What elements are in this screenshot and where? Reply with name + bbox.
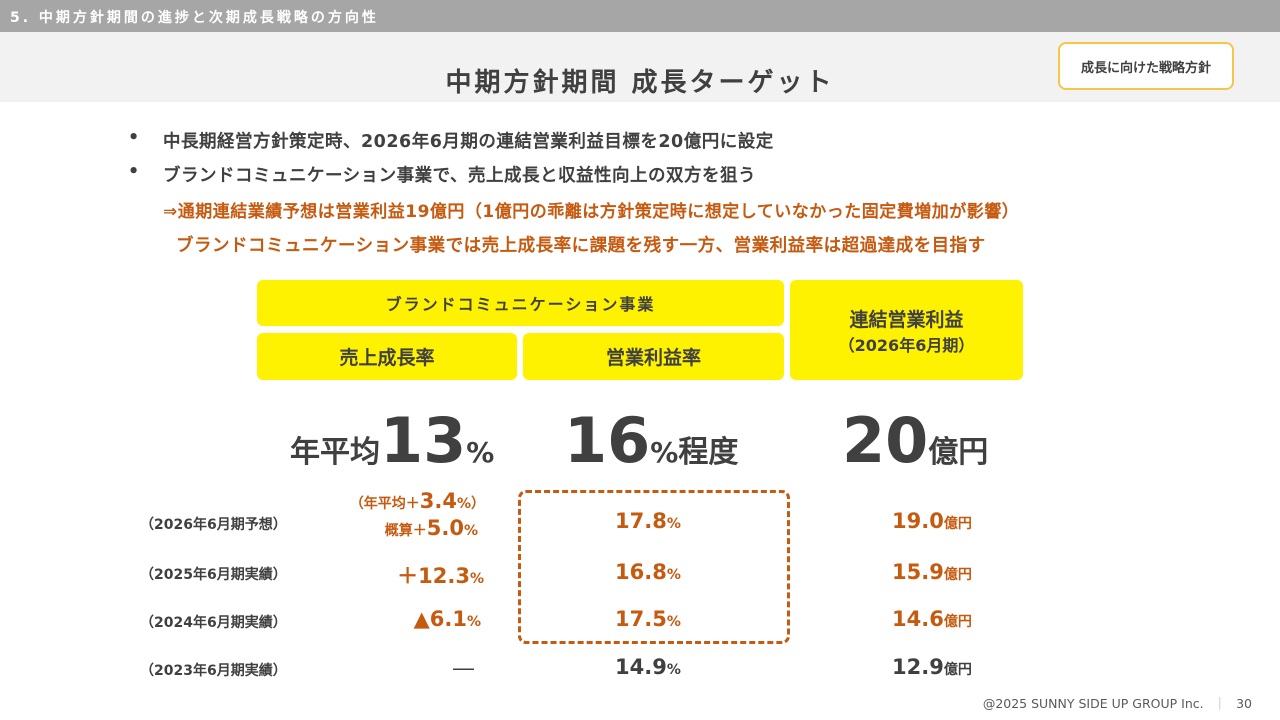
row-label-2025: （2025年6月期実績） <box>140 567 287 583</box>
sales-growth-header: 売上成長率 <box>257 333 517 380</box>
consolidated-header-line2: （2026年6月期） <box>838 335 975 355</box>
growth-2025: ＋12.3% <box>397 560 484 590</box>
target-value: 16 <box>564 404 651 477</box>
target-suffix: 程度 <box>678 435 739 470</box>
margin-unit: % <box>666 662 681 678</box>
op-unit: 億円 <box>943 567 972 583</box>
op-2026: 19.0億円 <box>892 509 972 533</box>
growth-value: ― <box>453 656 474 680</box>
growth-2026-avg: （年平均＋3.4%） <box>350 489 485 513</box>
growth-2023: ― <box>453 656 474 680</box>
growth-prefix: （年平均＋ <box>349 496 420 512</box>
growth-unit: % <box>469 571 484 587</box>
margin-2026: 17.8% <box>615 509 681 533</box>
op-2023: 12.9億円 <box>892 655 972 679</box>
op-value: 15.9 <box>892 560 944 584</box>
margin-value: 17.5 <box>615 607 667 631</box>
margin-value: 14.9 <box>615 655 667 679</box>
op-2024: 14.6億円 <box>892 607 972 631</box>
target-op-margin: 16%程度 <box>564 404 738 477</box>
op-margin-header: 営業利益率 <box>523 333 784 380</box>
highlight-1: ⇒通期連結業績予想は営業利益19億円（1億円の乖離は方針策定時に想定していなかっ… <box>163 202 1020 222</box>
op-unit: 億円 <box>943 662 972 678</box>
margin-unit: % <box>666 567 681 583</box>
footer: @2025 SUNNY SIDE UP GROUP Inc. ｜ 30 <box>983 693 1252 712</box>
margin-unit: % <box>666 516 681 532</box>
row-label-2023: （2023年6月期実績） <box>140 663 287 679</box>
margin-2024: 17.5% <box>615 607 681 631</box>
bullet-text: ブランドコミュニケーション事業で、売上成長と収益性向上の双方を狙う <box>163 166 756 186</box>
growth-2024: ▲6.1% <box>414 607 481 631</box>
target-consolidated: 20億円 <box>842 404 988 477</box>
growth-suffix: %） <box>456 496 485 512</box>
target-prefix: 年平均 <box>290 435 380 470</box>
growth-value: 3.4 <box>419 489 457 513</box>
page-number: 30 <box>1236 696 1252 711</box>
op-2025: 15.9億円 <box>892 560 972 584</box>
target-value: 13 <box>380 404 467 477</box>
growth-value: ▲6.1 <box>413 607 467 631</box>
target-unit: % <box>466 436 495 469</box>
growth-prefix: 概算＋ <box>384 523 427 539</box>
bullet-text: 中長期経営方針策定時、2026年6月期の連結営業利益目標を20億円に設定 <box>163 132 774 152</box>
bullet-mark: • <box>128 162 140 182</box>
margin-2025: 16.8% <box>615 560 681 584</box>
strategy-badge: 成長に向けた戦略方針 <box>1058 42 1234 90</box>
growth-2026-approx: 概算＋5.0% <box>385 516 478 540</box>
footer-separator: ｜ <box>1213 696 1227 711</box>
margin-highlight-frame <box>518 490 790 644</box>
segment-header: ブランドコミュニケーション事業 <box>257 280 784 326</box>
bullet-mark: • <box>128 128 140 148</box>
op-value: 14.6 <box>892 607 944 631</box>
op-value: 12.9 <box>892 655 944 679</box>
page-title: 中期方針期間 成長ターゲット <box>445 68 835 98</box>
op-unit: 億円 <box>943 614 972 630</box>
op-unit: 億円 <box>943 516 972 532</box>
growth-suffix: % <box>463 523 478 539</box>
margin-2023: 14.9% <box>615 655 681 679</box>
highlight-2: ブランドコミュニケーション事業では売上成長率に課題を残す一方、営業利益率は超過達… <box>176 236 986 256</box>
target-value: 20 <box>842 404 929 477</box>
row-label-2024: （2024年6月期実績） <box>140 615 287 631</box>
target-unit: % <box>650 436 679 469</box>
target-sales-growth: 年平均13% <box>290 404 494 477</box>
copyright: @2025 SUNNY SIDE UP GROUP Inc. <box>982 696 1204 711</box>
consolidated-header: 連結営業利益 （2026年6月期） <box>790 280 1023 380</box>
op-value: 19.0 <box>892 509 944 533</box>
target-unit: 億円 <box>928 435 989 470</box>
margin-value: 17.8 <box>615 509 667 533</box>
section-title: 5. 中期方針期間の進捗と次期成長戦略の方向性 <box>10 10 379 26</box>
section-header-bar: 5. 中期方針期間の進捗と次期成長戦略の方向性 <box>0 0 1280 32</box>
margin-value: 16.8 <box>615 560 667 584</box>
margin-unit: % <box>666 614 681 630</box>
row-label-2026: （2026年6月期予想） <box>140 517 287 533</box>
growth-value: 5.0 <box>426 516 464 540</box>
growth-unit: % <box>466 614 481 630</box>
consolidated-header-line1: 連結営業利益 <box>849 308 964 331</box>
growth-value: ＋12.3 <box>397 564 470 588</box>
